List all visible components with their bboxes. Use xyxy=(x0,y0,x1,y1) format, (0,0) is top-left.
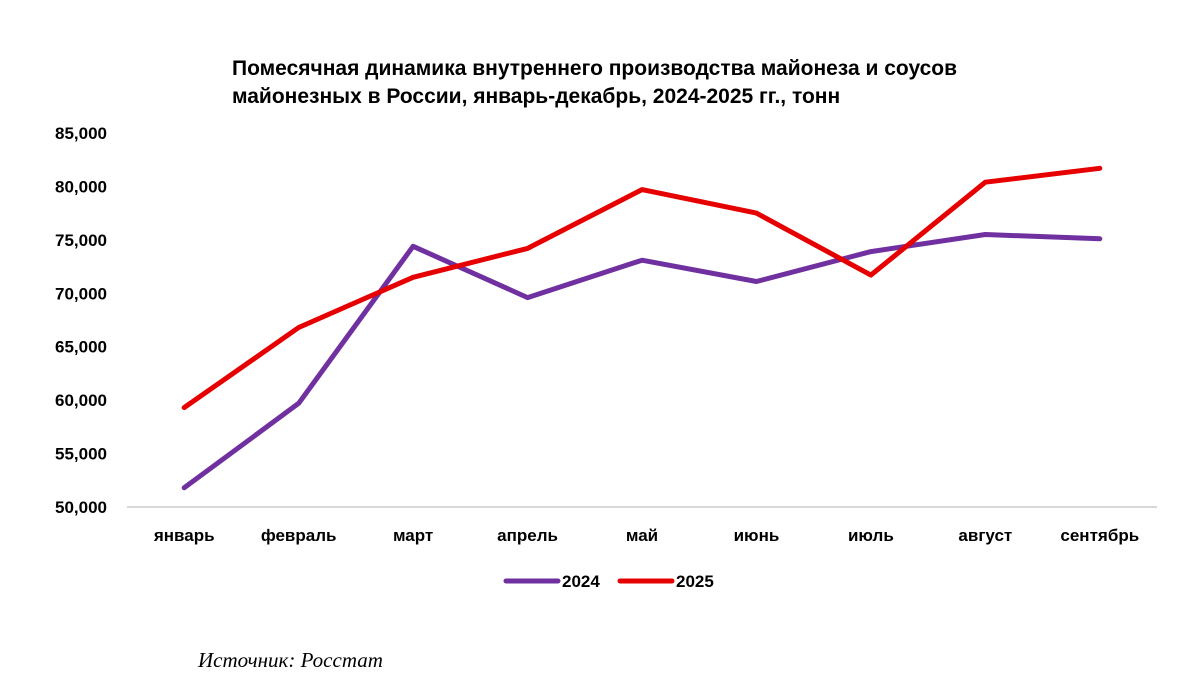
x-tick-label: январь xyxy=(153,526,215,545)
series-line-2024 xyxy=(181,232,1103,491)
data-point-2025 xyxy=(296,325,301,330)
x-tick-label: август xyxy=(958,526,1012,545)
data-point-2025 xyxy=(182,405,187,410)
series-lines xyxy=(181,165,1103,491)
chart-title-line-2: майонезных в России, январь-декабрь, 202… xyxy=(232,85,840,108)
x-tick-label: июль xyxy=(848,526,894,545)
y-tick-label: 80,000 xyxy=(55,177,107,196)
chart-title-line-1: Помесячная динамика внутреннего производ… xyxy=(232,57,957,80)
y-tick-label: 70,000 xyxy=(55,284,107,303)
data-point-2024 xyxy=(525,295,530,300)
y-tick-label: 60,000 xyxy=(55,391,107,410)
legend-label-2025: 2025 xyxy=(676,572,714,591)
data-point-2025 xyxy=(411,275,416,280)
y-tick-label: 50,000 xyxy=(55,498,107,517)
y-tick-label: 55,000 xyxy=(55,445,107,464)
data-point-2025 xyxy=(525,246,530,251)
x-axis-tick-labels: январь февраль март апрель май июнь июль август… xyxy=(153,526,1139,545)
data-point-2024 xyxy=(754,279,759,284)
data-point-2024 xyxy=(983,232,988,237)
data-point-2025 xyxy=(754,211,759,216)
legend: 2024 2025 xyxy=(503,572,714,591)
x-tick-label: март xyxy=(393,526,433,545)
data-point-2024 xyxy=(411,244,416,249)
data-point-2024 xyxy=(868,249,873,254)
data-point-2025 xyxy=(868,273,873,278)
y-axis-tick-labels: 50,000 55,000 60,000 65,000 70,000 75,000 80,0… xyxy=(55,124,107,517)
y-tick-label: 85,000 xyxy=(55,124,107,143)
y-tick-label: 65,000 xyxy=(55,338,107,357)
y-tick-label: 75,000 xyxy=(55,231,107,250)
data-point-2025 xyxy=(640,187,644,192)
source-note: Источник: Росстат xyxy=(197,648,383,672)
data-point-2024 xyxy=(296,401,301,406)
data-point-2024 xyxy=(640,258,644,263)
x-tick-label: апрель xyxy=(497,526,558,545)
chart-title: Помесячная динамика внутреннего производ… xyxy=(232,57,957,108)
legend-label-2024: 2024 xyxy=(562,572,600,591)
x-tick-label: май xyxy=(626,526,658,545)
x-tick-label: июнь xyxy=(734,526,780,545)
x-tick-label: сентябрь xyxy=(1060,526,1139,545)
x-tick-label: февраль xyxy=(261,526,337,545)
data-point-2025 xyxy=(983,180,988,185)
data-point-2024 xyxy=(182,485,187,490)
data-point-2025 xyxy=(1097,166,1102,171)
data-point-2024 xyxy=(1097,236,1102,241)
